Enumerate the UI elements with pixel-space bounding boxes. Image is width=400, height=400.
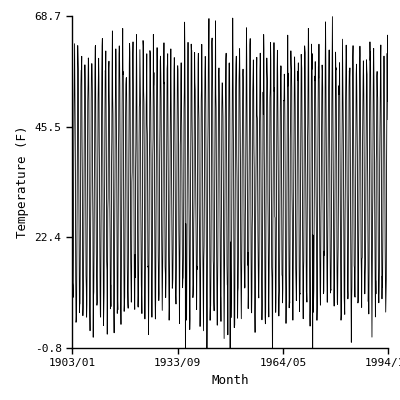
- Y-axis label: Temperature (F): Temperature (F): [16, 126, 29, 238]
- X-axis label: Month: Month: [211, 374, 249, 387]
